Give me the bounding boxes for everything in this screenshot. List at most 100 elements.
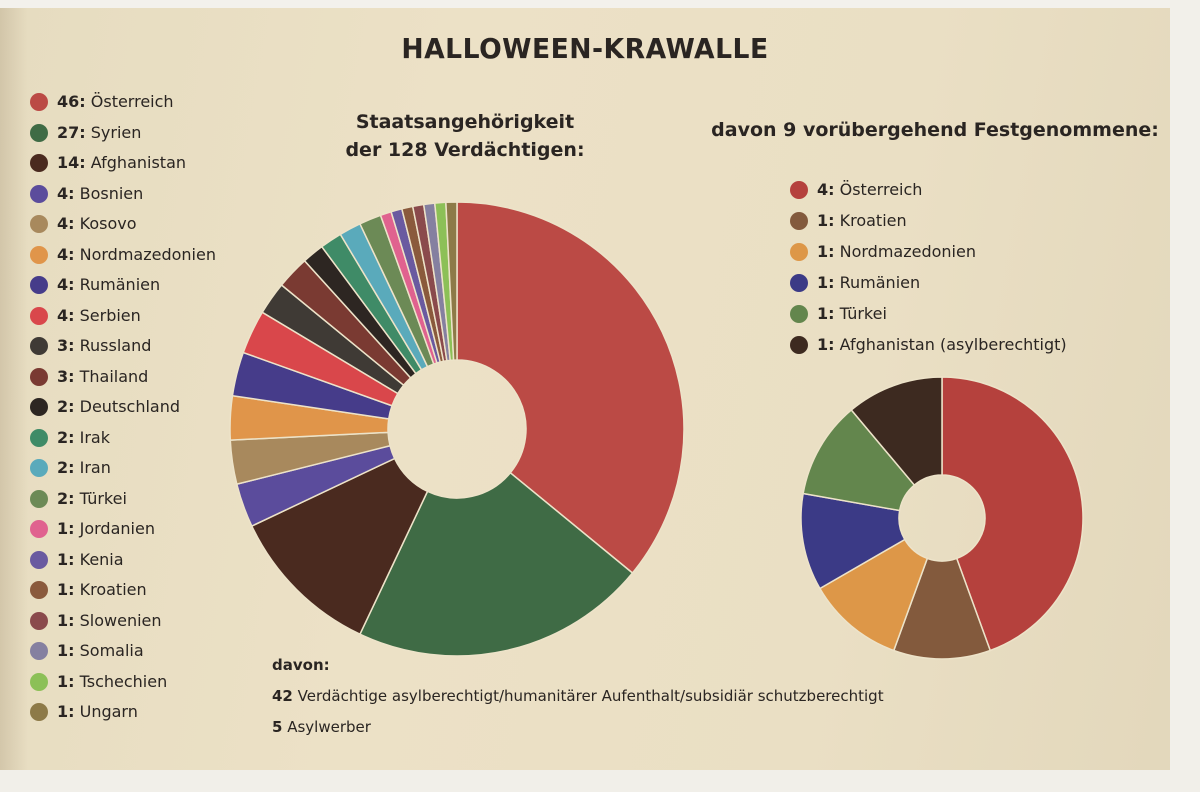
- legend-count: 1:: [57, 549, 75, 569]
- note-line: 42 Verdächtige asylberechtigt/humanitäre…: [272, 687, 884, 705]
- legend-label: 2: Irak: [57, 427, 110, 449]
- legend-label: 4: Nordmazedonien: [57, 244, 216, 266]
- legend-count: 27:: [57, 122, 86, 142]
- legend-count: 1:: [57, 580, 75, 599]
- legend-country: Österreich: [85, 92, 174, 111]
- page-shadow: [0, 0, 28, 792]
- pie-slice-syrien: [358, 471, 634, 657]
- legend-country: Slowenien: [74, 610, 162, 630]
- legend-country: Rumänien: [834, 273, 921, 292]
- legend-swatch: [790, 274, 808, 292]
- legend-count: 3:: [57, 366, 75, 386]
- legend-label: 14: Afghanistan: [57, 152, 186, 174]
- legend-swatch: [790, 305, 808, 323]
- legend-country: Iran: [74, 458, 111, 477]
- legend-swatch: [30, 93, 48, 111]
- legend-label: 1: Tschechien: [57, 671, 167, 693]
- legend-label: 1: Türkei: [817, 303, 887, 325]
- legend-swatch: [30, 642, 48, 660]
- legend-count: 4:: [57, 305, 75, 325]
- legend-swatch: [30, 215, 48, 233]
- pie1-subtitle-line1: Staatsangehörigkeit: [355, 111, 575, 133]
- legend-country: Somalia: [74, 641, 144, 660]
- legend-country: Irak: [74, 427, 110, 447]
- pie-slice-österreich: [456, 201, 685, 575]
- legend-label: 4: Serbien: [57, 305, 141, 327]
- pie-slice-afghanistan: [250, 457, 429, 636]
- legend-label: 1: Kenia: [57, 549, 124, 571]
- legend-swatch: [30, 428, 48, 447]
- legend-count: 1:: [817, 242, 835, 261]
- legend-label: 3: Thailand: [57, 366, 148, 388]
- legend-label: 4: Kosovo: [57, 213, 136, 235]
- legend-count: 1:: [57, 702, 75, 721]
- legend-country: Kroatien: [834, 211, 907, 230]
- legend-swatch: [30, 459, 48, 477]
- pie2-slices: [800, 376, 1084, 660]
- legend-label: 1: Jordanien: [57, 518, 155, 540]
- legend-label: 1: Kroatien: [817, 210, 907, 232]
- legend-swatch: [30, 184, 48, 203]
- legend-label: 27: Syrien: [57, 122, 141, 144]
- legend-country: Jordanien: [74, 519, 155, 538]
- legend-label: 1: Rumänien: [817, 272, 920, 294]
- pie1-subtitle: Staatsangehörigkeit der 128 Verdächtigen…: [330, 108, 600, 164]
- legend-count: 14:: [57, 153, 86, 172]
- legend-swatch: [30, 550, 48, 569]
- legend-swatch: [30, 367, 48, 386]
- page-edge-bottom: [0, 770, 1200, 792]
- pie-slice-afghanistan: [850, 376, 943, 487]
- legend-label: 1: Ungarn: [57, 701, 138, 723]
- legend-country: Tschechien: [74, 671, 168, 691]
- legend-country: Bosnien: [74, 183, 144, 203]
- legend-swatch: [30, 398, 48, 416]
- legend-swatch: [30, 123, 48, 142]
- legend-swatch: [30, 520, 48, 538]
- legend-country: Nordmazedonien: [74, 244, 216, 264]
- page-edge-top: [0, 0, 1200, 8]
- legend-count: 1:: [817, 273, 835, 292]
- legend-count: 4:: [57, 244, 75, 264]
- legend-count: 1:: [57, 610, 75, 630]
- legend-swatch: [30, 154, 48, 172]
- legend-count: 2:: [57, 397, 75, 416]
- legend-swatch: [30, 337, 48, 355]
- note-line: 5 Asylwerber: [272, 718, 371, 736]
- legend-country: Türkei: [834, 304, 887, 323]
- legend-country: Ungarn: [74, 702, 138, 721]
- legend-label: 4: Rumänien: [57, 274, 160, 296]
- legend-country: Thailand: [74, 366, 149, 386]
- legend-swatch: [790, 212, 808, 230]
- legend-label: 2: Deutschland: [57, 396, 180, 418]
- legend-count: 1:: [57, 641, 75, 660]
- legend-country: Afghanistan (asylberechtigt): [834, 335, 1067, 354]
- pie1-slices: [229, 201, 685, 657]
- legend-count: 1:: [57, 519, 75, 538]
- legend-swatch: [30, 581, 48, 599]
- legend-swatch: [790, 336, 808, 354]
- legend-count: 1:: [817, 335, 835, 354]
- legend-count: 2:: [57, 427, 75, 447]
- legend-country: Syrien: [85, 122, 142, 142]
- notes-heading: davon:: [272, 656, 330, 674]
- legend-country: Türkei: [74, 488, 127, 508]
- note-text: Asylwerber: [287, 718, 371, 736]
- legend-label: 1: Kroatien: [57, 579, 147, 601]
- legend-count: 4:: [57, 214, 75, 233]
- legend-count: 2:: [57, 458, 75, 477]
- legend-count: 4:: [817, 180, 835, 199]
- legend-count: 46:: [57, 92, 86, 111]
- legend-count: 1:: [817, 211, 835, 230]
- legend-swatch: [790, 181, 808, 199]
- pie2-subtitle: davon 9 vorübergehend Festgenommene:: [711, 119, 1159, 141]
- legend-count: 1:: [57, 671, 75, 691]
- legend-country: Kroatien: [74, 580, 147, 599]
- legend-label: 2: Türkei: [57, 488, 127, 510]
- legend-swatch: [30, 611, 48, 630]
- pie1-subtitle-line2: der 128 Verdächtigen:: [345, 139, 585, 161]
- legend-swatch: [30, 703, 48, 721]
- legend-country: Österreich: [834, 180, 923, 199]
- legend-country: Kosovo: [74, 214, 137, 233]
- legend-label: 1: Slowenien: [57, 610, 162, 632]
- legend-count: 2:: [57, 488, 75, 508]
